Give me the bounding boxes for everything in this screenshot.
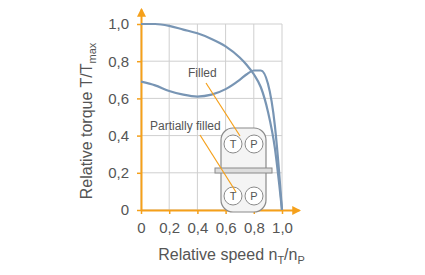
tick-label: 0,8 [244, 219, 265, 236]
tick-label: 0,8 [108, 53, 129, 70]
inset-label: P [250, 138, 257, 150]
tick-label: 0 [137, 219, 145, 236]
inset-label: T [230, 138, 237, 150]
y-axis: 0 0,2 0,4 0,6 0,8 1,0 [108, 10, 141, 219]
inset-wheel [224, 187, 242, 205]
series-label: Filled [188, 66, 217, 80]
tick-label: 0 [121, 201, 129, 218]
tick: 1,0 [108, 15, 141, 32]
tick-label: 1,0 [272, 219, 293, 236]
grid-line-y [141, 98, 282, 99]
axis-line [141, 10, 143, 211]
tick: 0,6 [108, 90, 141, 107]
tick-mark [137, 135, 141, 137]
tick-mark [137, 98, 141, 100]
inset-wheel [245, 135, 263, 153]
grid-line-y [141, 61, 282, 62]
series-line [141, 71, 282, 211]
series-label: Partially filled [150, 119, 221, 133]
inset-wheel [224, 135, 242, 153]
label-spacer: ​ [304, 246, 305, 263]
tick-label: 1,0 [108, 15, 129, 32]
tick: 0 [121, 201, 141, 218]
tick: 0,8 [244, 210, 265, 236]
leader-line [200, 135, 236, 192]
series-line [141, 24, 282, 210]
tick-label: 0,4 [187, 219, 208, 236]
tick-mark [137, 210, 141, 212]
tick-mark [137, 61, 141, 63]
label-spacer: ​ [78, 42, 95, 43]
tick-mark [137, 173, 141, 175]
grid-line-x [169, 24, 170, 210]
tick: 0,6 [216, 210, 237, 236]
tick: 0,4 [108, 127, 141, 144]
label-part: Relative torque T/T [78, 63, 95, 199]
inset-diagram: TPTP [215, 128, 272, 212]
tick-mark [197, 210, 199, 214]
y-axis-title: Relative torque T/Tmax​ [78, 42, 98, 199]
tick-label: 0,4 [108, 127, 129, 144]
label-part: Relative speed n [158, 246, 277, 263]
chart: 0 0,2 0,4 0,6 0,8 1,0 0 0,2 0,4 0,6 0,8 1,0 Relative… [0, 0, 425, 275]
tick: 0 [137, 210, 145, 236]
tick-mark [137, 24, 141, 26]
label-part: /n [284, 246, 297, 263]
tick-label: 0,6 [216, 219, 237, 236]
axis-line [142, 210, 300, 212]
tick: 1,0 [272, 210, 293, 236]
label-subscript: P [297, 254, 304, 266]
tick: 0,8 [108, 53, 141, 70]
tick: 0,2 [108, 164, 141, 181]
x-axis: 0 0,2 0,4 0,6 0,8 1,0 [137, 210, 299, 236]
tick: 0,2 [159, 210, 180, 236]
label-subscript: max [86, 42, 98, 63]
tick-label: 0,6 [108, 90, 129, 107]
x-axis-title: Relative speed nT​/nP​ [158, 246, 305, 266]
tick-mark [169, 210, 171, 214]
inset-label: P [250, 190, 257, 202]
plot-area [141, 24, 282, 210]
grid-line-x [197, 24, 198, 210]
tick-mark [282, 210, 284, 214]
inset-wheel [245, 187, 263, 205]
tick: 0,4 [187, 210, 208, 236]
grid-line-x [282, 24, 283, 210]
tick-label: 0,2 [159, 219, 180, 236]
tick-label: 0,2 [108, 164, 129, 181]
